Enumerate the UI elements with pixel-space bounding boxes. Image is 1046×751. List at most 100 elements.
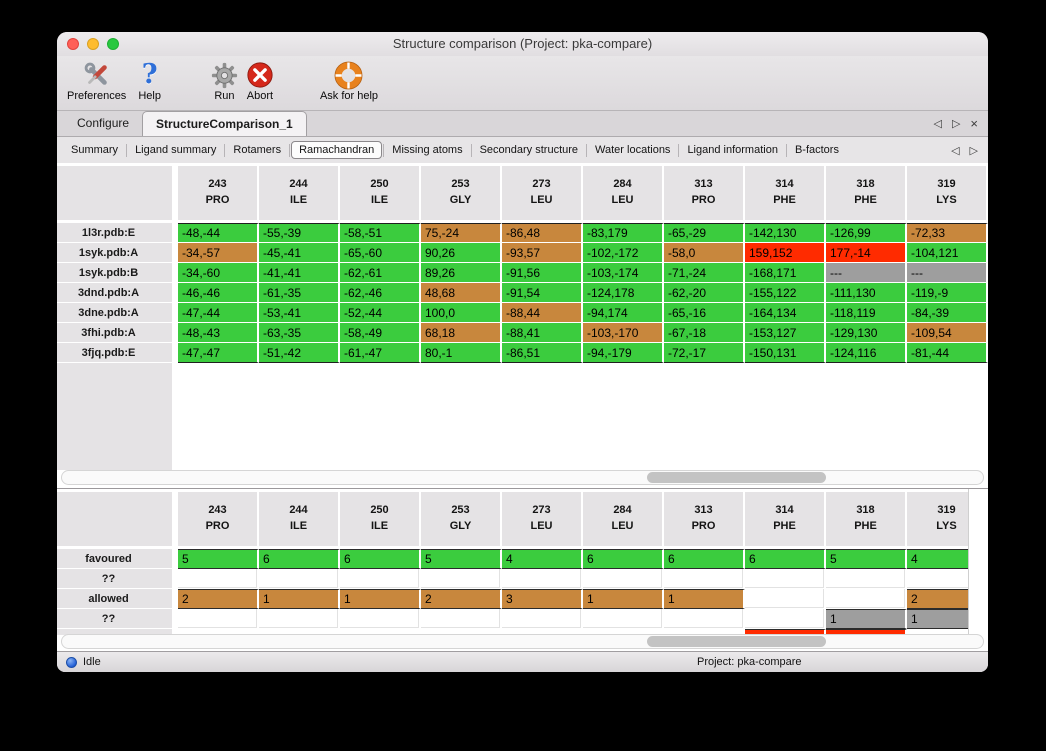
column-header-318: 318 PHE (826, 492, 905, 546)
summary-count-cell: 5 (421, 549, 502, 569)
app-window: Structure comparison (Project: pka-compa… (57, 32, 988, 672)
run-button[interactable]: Run (211, 60, 238, 102)
column-header-243: 243 PRO (178, 166, 257, 220)
scrollbar-thumb[interactable] (646, 472, 827, 483)
zoom-window-button[interactable] (107, 38, 119, 50)
subtab-scroll-right-icon[interactable]: ▷ (969, 144, 978, 157)
summary-count-cell (583, 569, 664, 589)
phi-psi-cell: -67,-18 (664, 323, 745, 343)
preferences-button[interactable]: Preferences (67, 60, 126, 102)
lower-h-scrollbar[interactable] (61, 634, 984, 649)
phi-psi-cell: -71,-24 (664, 263, 745, 283)
ask-for-help-button[interactable]: Ask for help (320, 60, 378, 102)
summary-count-cell (826, 629, 907, 635)
close-window-button[interactable] (67, 38, 79, 50)
column-header-250: 250 ILE (340, 492, 419, 546)
column-header-273: 273 LEU (502, 166, 581, 220)
column-header-313: 313 PRO (664, 166, 743, 220)
summary-count-cell (745, 629, 826, 635)
phi-psi-cell: -86,51 (502, 343, 583, 363)
phi-psi-cell: -102,-172 (583, 243, 664, 263)
table-header-row: 243 PRO 244 ILE 250 ILE 253 GLY 273 LEU 284 LEU 313 P… (57, 163, 988, 223)
subtab-ramachandran[interactable]: Ramachandran (291, 141, 383, 159)
subtab-water-locations[interactable]: Water locations (595, 144, 671, 156)
phi-psi-cell: -62,-20 (664, 283, 745, 303)
row-header-filler (57, 363, 172, 470)
header-corner-cell (57, 492, 172, 546)
phi-psi-cell: -65,-16 (664, 303, 745, 323)
phi-psi-cell: --- (907, 263, 988, 283)
subtab-ligand-information[interactable]: Ligand information (687, 144, 778, 156)
phi-psi-cell: --- (826, 263, 907, 283)
phi-psi-cell: -118,119 (826, 303, 907, 323)
phi-psi-cell: -103,-170 (583, 323, 664, 343)
phi-psi-cell: -111,130 (826, 283, 907, 303)
phi-psi-cell: -55,-39 (259, 223, 340, 243)
phi-psi-cell: -65,-60 (340, 243, 421, 263)
subtab-scroll-left-icon[interactable]: ◁ (951, 144, 960, 157)
structure-row: 1syk.pdb:B -34,-60 -41,-41 -62,-61 89,26 -91,… (57, 263, 988, 283)
status-bar: Idle Project: pka-compare (57, 651, 988, 672)
summary-count-cell: 6 (340, 549, 421, 569)
phi-psi-cell: -83,179 (583, 223, 664, 243)
minimize-window-button[interactable] (87, 38, 99, 50)
summary-row-label: ?? (57, 609, 172, 629)
summary-count-cell (421, 629, 502, 635)
phi-psi-cell: 159,152 (745, 243, 826, 263)
summary-count-cell: 6 (583, 549, 664, 569)
scrollbar-thumb[interactable] (646, 636, 827, 647)
structure-row-label: 3dne.pdb:A (57, 303, 172, 323)
summary-count-cell: 6 (664, 549, 745, 569)
column-header-284: 284 LEU (583, 166, 662, 220)
summary-count-cell (340, 629, 421, 635)
structure-row: 3dne.pdb:A -47,-44 -53,-41 -52,-44 100,0 -88,… (57, 303, 988, 323)
summary-count-cell (664, 609, 745, 629)
abort-button[interactable]: Abort (246, 60, 274, 102)
toolbar-label: Help (138, 90, 161, 102)
phi-psi-cell: -88,41 (502, 323, 583, 343)
toolbar: Preferences ? Help Run (57, 56, 988, 111)
summary-count-cell (259, 569, 340, 589)
structure-row-label: 3fjq.pdb:E (57, 343, 172, 363)
phi-psi-cell: 177,-14 (826, 243, 907, 263)
tab-scroll-right-icon[interactable]: ▷ (951, 118, 961, 130)
phi-psi-cell: -109,54 (907, 323, 988, 343)
primary-tab-controls: ◁ ▷ × (933, 111, 978, 136)
tab-structurecomparison-1[interactable]: StructureComparison_1 (142, 111, 307, 136)
tab-scroll-left-icon[interactable]: ◁ (933, 118, 942, 130)
phi-psi-cell: -84,-39 (907, 303, 988, 323)
primary-tab-bar: Configure StructureComparison_1 ◁ ▷ × (57, 111, 988, 137)
summary-count-cell (826, 589, 907, 609)
subtab-secondary-structure[interactable]: Secondary structure (479, 144, 579, 156)
summary-row: favoured 5 6 6 5 4 6 6 6 5 4 (57, 549, 988, 569)
phi-psi-cell: -93,57 (502, 243, 583, 263)
summary-row-label: ?? (57, 569, 172, 589)
project-label: Project: pka-compare (697, 656, 802, 668)
subtab-ligand-summary[interactable]: Ligand summary (135, 144, 217, 156)
subtab-missing-atoms[interactable]: Missing atoms (392, 144, 463, 156)
phi-psi-cell: -91,56 (502, 263, 583, 283)
summary-count-cell: 5 (826, 549, 907, 569)
status-indicator-icon (66, 656, 77, 668)
phi-psi-cell: -65,-29 (664, 223, 745, 243)
v-scrollbar-gutter[interactable] (968, 489, 988, 635)
summary-count-cell (502, 569, 583, 589)
phi-psi-cell: -94,174 (583, 303, 664, 323)
header-corner-cell (57, 166, 172, 220)
subtab-summary[interactable]: Summary (71, 144, 119, 156)
phi-psi-cell: -34,-57 (178, 243, 259, 263)
tab-configure[interactable]: Configure (77, 116, 130, 130)
tab-close-icon[interactable]: × (970, 116, 978, 131)
subtab-b-factors[interactable]: B-factors (794, 144, 839, 156)
phi-psi-cell: -150,131 (745, 343, 826, 363)
traffic-lights (67, 38, 119, 50)
secondary-tab-controls: ◁ ▷ (951, 137, 978, 163)
upper-h-scrollbar[interactable] (61, 470, 984, 485)
summary-count-cell (178, 629, 259, 635)
help-button[interactable]: ? Help (138, 60, 161, 103)
subtab-rotamers[interactable]: Rotamers (233, 144, 282, 156)
summary-count-cell: 1 (340, 589, 421, 609)
column-header-318: 318 PHE (826, 166, 905, 220)
phi-psi-cell: -62,-46 (340, 283, 421, 303)
structure-row-label: 3dnd.pdb:A (57, 283, 172, 303)
